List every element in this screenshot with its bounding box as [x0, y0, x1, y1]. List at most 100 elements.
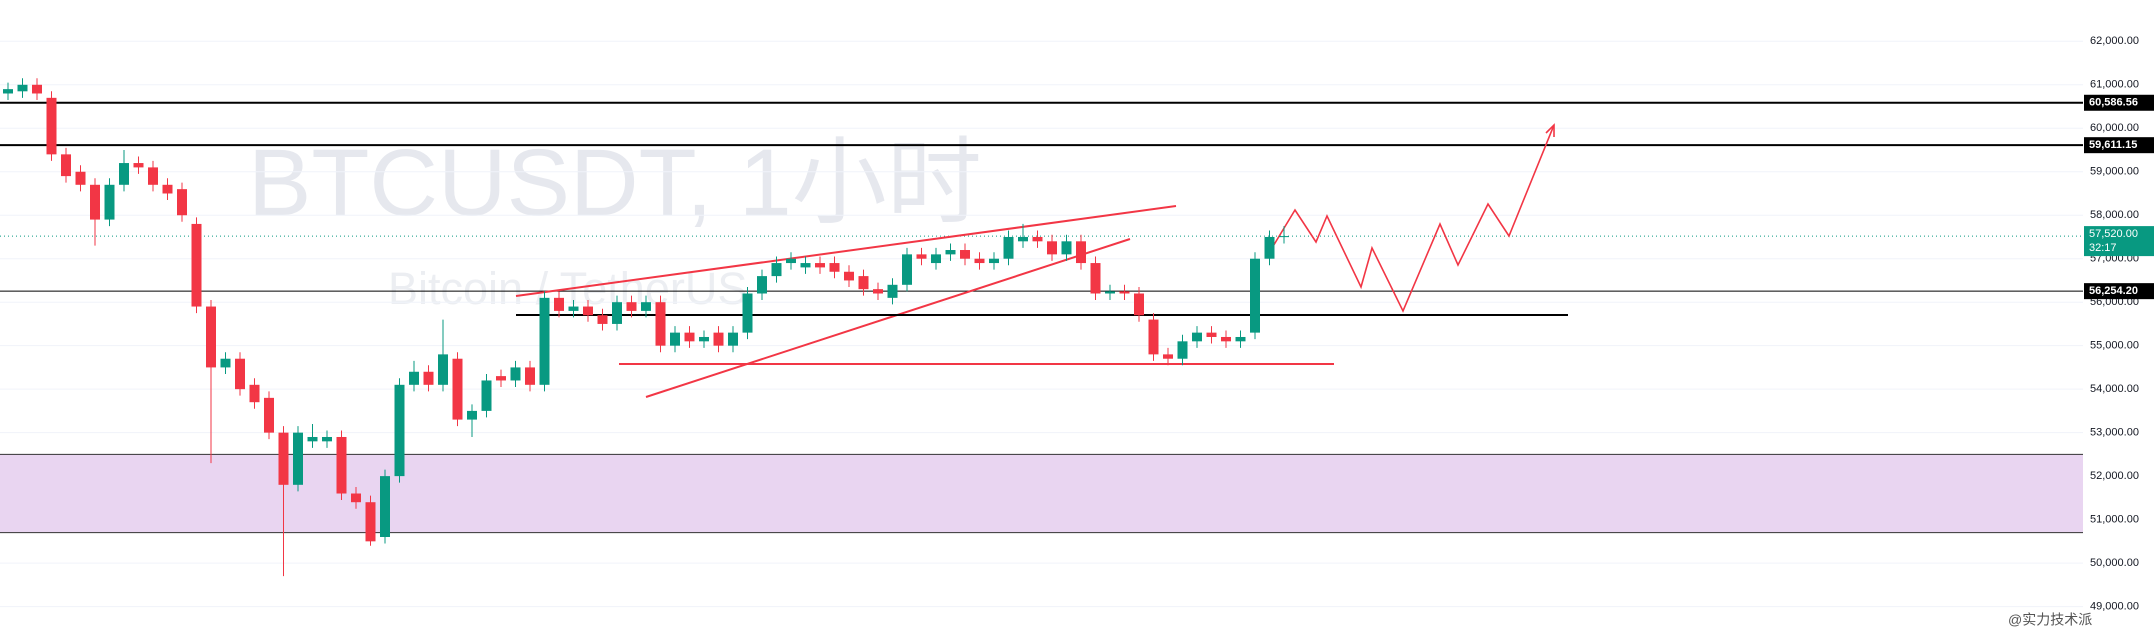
candle-body	[293, 432, 303, 485]
projection-path	[1271, 124, 1555, 313]
candle-body	[800, 263, 811, 268]
candle-body	[133, 163, 144, 168]
candle-body	[887, 284, 898, 298]
candle-body	[1018, 236, 1028, 242]
candle-body	[351, 493, 361, 503]
y-tick-label: 49,000.00	[2090, 600, 2139, 612]
candle-body	[119, 163, 129, 185]
y-tick-label: 53,000.00	[2090, 427, 2139, 439]
candle-body	[771, 263, 782, 277]
candle-body	[278, 432, 289, 485]
candle-body	[467, 410, 477, 420]
candle-body	[525, 367, 535, 385]
candle-body	[409, 371, 419, 385]
candle-body	[220, 358, 231, 368]
candle-body	[1047, 241, 1057, 255]
candle-body	[1032, 236, 1043, 242]
candle-body	[380, 476, 390, 537]
y-tick-label: 55,000.00	[2090, 340, 2139, 352]
candle-body	[612, 302, 622, 324]
candle-body	[786, 258, 796, 264]
y-tick-label: 62,000.00	[2090, 35, 2139, 47]
candle-body	[336, 436, 347, 494]
candle-body	[510, 367, 521, 381]
candle-body	[322, 436, 332, 442]
candle-body	[307, 436, 318, 442]
candle-body	[757, 276, 767, 294]
candle-body	[1076, 241, 1086, 264]
candle-body	[235, 358, 245, 390]
candle-body	[539, 297, 550, 385]
level-label-bg	[2084, 283, 2154, 300]
candle-body	[626, 302, 637, 311]
candle-body	[191, 223, 202, 307]
y-tick-label: 50,000.00	[2090, 557, 2139, 569]
y-tick-label: 59,000.00	[2090, 166, 2139, 178]
wedge-upper	[515, 205, 1177, 297]
watermark-title: BTCUSDT, 1小时	[248, 130, 982, 236]
candle-body	[1061, 241, 1072, 255]
candle-body	[945, 250, 956, 255]
candle-body	[1105, 291, 1115, 294]
candle-body	[61, 154, 71, 177]
level-label: 59,611.15	[2089, 139, 2137, 151]
current-price-bg	[2084, 226, 2154, 257]
candle-body	[873, 289, 883, 294]
candle-body	[1235, 336, 1246, 342]
candle-body	[1279, 236, 1289, 238]
wedge-lower	[645, 238, 1131, 398]
candle-body	[815, 263, 825, 268]
drawings	[515, 123, 1568, 398]
candle-body	[742, 293, 753, 333]
candle-body	[684, 332, 695, 342]
candle-body	[1163, 354, 1173, 359]
candle-body	[829, 263, 840, 272]
candle-body	[177, 189, 187, 216]
candle-body	[90, 184, 100, 220]
y-tick-label: 58,000.00	[2090, 209, 2139, 221]
candle-body	[844, 271, 854, 281]
candle-body	[554, 297, 564, 311]
candle-body	[728, 332, 738, 346]
level-label: 56,254.20	[2089, 285, 2138, 297]
candle-body	[32, 84, 42, 94]
candle-body	[1119, 291, 1130, 294]
candle-body	[496, 376, 506, 381]
candle-body	[1134, 293, 1144, 316]
candle-body	[46, 97, 57, 155]
candle-body	[264, 397, 274, 433]
candle-body	[206, 306, 216, 368]
y-tick-label: 61,000.00	[2090, 79, 2139, 91]
candle-body	[423, 371, 434, 385]
candle-body	[931, 254, 941, 264]
candles	[3, 78, 1289, 577]
candle-body	[249, 384, 260, 403]
level-label-bg	[2084, 94, 2154, 111]
credit: @实力技术派	[2008, 612, 2092, 628]
candle-body	[1003, 236, 1014, 259]
candle-body	[104, 184, 115, 220]
level-label: 60,586.56	[2089, 97, 2138, 109]
candle-body	[960, 250, 970, 259]
candle-body	[1264, 236, 1275, 259]
y-tick-label: 60,000.00	[2090, 122, 2139, 134]
zone	[0, 454, 2083, 533]
candle-body	[394, 384, 405, 477]
candle-body	[75, 171, 86, 185]
candle-body	[641, 302, 651, 311]
candle-body	[597, 315, 608, 324]
candle-body	[655, 302, 666, 346]
candle-body	[148, 167, 158, 185]
candle-body	[1221, 336, 1231, 342]
candle-body	[1090, 263, 1101, 294]
y-tick-label: 54,000.00	[2090, 383, 2139, 395]
candle-body	[713, 332, 724, 346]
candle-body	[989, 258, 999, 264]
candle-body	[17, 84, 28, 92]
y-tick-label: 51,000.00	[2090, 514, 2139, 526]
price-axis: 49,000.00 50,000.00 51,000.00 52,000.00 53,0…	[2084, 35, 2154, 612]
current-price-label: 57,520.00	[2089, 228, 2138, 240]
candle-body	[452, 358, 463, 420]
grid	[0, 40, 2083, 608]
